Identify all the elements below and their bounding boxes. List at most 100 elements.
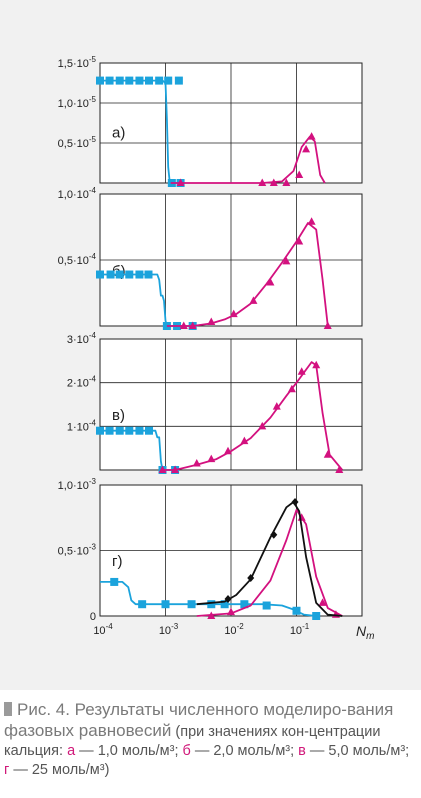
data-point-square: [187, 600, 196, 609]
data-point-square: [145, 76, 154, 85]
data-point-triangle: [323, 321, 332, 329]
series-line-magenta: [196, 509, 343, 617]
caption-marker-icon: [4, 702, 12, 716]
data-point-diamond: [291, 498, 299, 507]
data-point-triangle: [158, 465, 167, 473]
data-point-square: [144, 270, 153, 279]
caption-letter-b: б: [182, 743, 191, 759]
x-tick-label: 10-4: [93, 622, 113, 637]
data-point-square: [96, 76, 104, 85]
data-point-square: [115, 426, 124, 435]
phase-equilibrium-chart: 1,5·10-5 1,0·10-5 0,5·10-5 а) 1,0·10-4 0,5·10…: [58, 55, 375, 642]
data-point-triangle: [302, 144, 311, 153]
data-point-square: [312, 612, 321, 620]
data-point-triangle: [272, 402, 281, 410]
caption-letter-v: в: [298, 743, 306, 759]
data-point-square: [125, 426, 134, 435]
data-point-square: [138, 600, 147, 609]
data-point-triangle: [240, 436, 249, 445]
y-tick-label: 1,0·10-3: [58, 477, 97, 492]
data-point-square: [125, 270, 134, 279]
data-point-triangle: [258, 421, 267, 430]
data-point-square: [115, 76, 124, 85]
data-point-triangle: [282, 256, 291, 265]
x-tick-label: 10-2: [224, 622, 244, 637]
data-point-triangle: [295, 237, 304, 245]
data-point-square: [110, 577, 119, 586]
data-point-triangle: [307, 217, 316, 225]
data-point-square: [105, 426, 114, 435]
data-point-triangle: [297, 367, 306, 375]
series-line-magenta: [170, 135, 326, 184]
data-point-square: [115, 270, 124, 279]
data-point-square: [174, 76, 183, 85]
caption-value-v: — 5,0 моль/м³;: [305, 743, 410, 759]
x-axis-label: Nm: [356, 623, 374, 642]
caption-text-open: (при значениях кон-центрации кальция:: [4, 724, 381, 759]
panel-label: в): [112, 407, 125, 424]
data-point-triangle: [282, 178, 291, 186]
data-point-square: [207, 600, 216, 609]
data-point-square: [162, 322, 171, 330]
caption-value-b: — 2,0 моль/м³;: [190, 743, 299, 759]
y-tick-label: 1,0·10-5: [58, 95, 97, 110]
panel-label: г): [112, 553, 122, 570]
data-point-square: [135, 76, 144, 85]
data-point-triangle: [258, 178, 267, 186]
data-point-triangle: [179, 321, 188, 329]
data-point-diamond: [247, 574, 255, 583]
data-point-triangle: [229, 309, 238, 318]
x-tick-label: 10-1: [290, 622, 310, 637]
data-point-square: [105, 76, 114, 85]
data-point-triangle: [323, 450, 332, 458]
data-point-triangle: [207, 317, 216, 326]
caption-letter-a: а: [67, 743, 76, 759]
data-point-diamond: [270, 530, 278, 539]
data-point-triangle: [335, 465, 344, 473]
data-point-square: [135, 426, 144, 435]
y-tick-label: 0,5·10-3: [58, 543, 97, 558]
data-point-square: [220, 600, 229, 609]
data-point-square: [106, 270, 115, 279]
data-point-triangle: [207, 611, 216, 619]
y-tick-label: 1,0·10-4: [58, 186, 97, 201]
data-point-triangle: [227, 607, 235, 616]
data-point-square: [135, 270, 144, 279]
data-point-triangle: [188, 321, 197, 329]
caption-title: Рис. 4. Результаты численного моделиро-в…: [4, 700, 394, 740]
data-point-triangle: [287, 384, 296, 393]
data-point-triangle: [192, 458, 201, 467]
data-point-triangle: [249, 296, 258, 304]
data-point-square: [161, 600, 170, 609]
data-point-triangle: [318, 598, 327, 606]
y-tick-label: 0: [90, 611, 96, 623]
y-tick-label: 1·10-4: [67, 418, 97, 433]
panel-label: а): [112, 124, 125, 141]
data-point-square: [125, 76, 134, 85]
data-point-square: [240, 600, 249, 609]
figure-caption: Рис. 4. Результаты численного моделиро-в…: [4, 700, 416, 780]
data-point-triangle: [295, 170, 304, 178]
data-point-triangle: [307, 132, 316, 140]
data-point-square: [262, 601, 271, 610]
y-tick-label: 0,5·10-4: [58, 252, 97, 267]
data-point-diamond: [224, 594, 232, 603]
data-point-triangle: [266, 277, 275, 286]
data-point-triangle: [171, 465, 180, 473]
y-tick-label: 1,5·10-5: [58, 55, 97, 70]
data-point-square: [145, 426, 154, 435]
data-point-triangle: [269, 178, 278, 186]
y-tick-label: 0,5·10-5: [58, 135, 97, 150]
data-point-square: [155, 76, 164, 85]
data-point-square: [96, 270, 104, 279]
y-tick-label: 3·10-4: [67, 331, 97, 346]
caption-letter-g: г: [4, 762, 10, 778]
data-point-triangle: [207, 454, 216, 463]
data-point-triangle: [224, 446, 233, 455]
series-line-black: [196, 501, 343, 617]
caption-value-a: — 1,0 моль/м³;: [75, 743, 183, 759]
caption-value-g: — 25 моль/м³): [9, 762, 110, 778]
data-point-triangle: [312, 360, 321, 369]
x-tick-label: 10-3: [159, 622, 179, 637]
data-point-triangle: [176, 178, 185, 186]
